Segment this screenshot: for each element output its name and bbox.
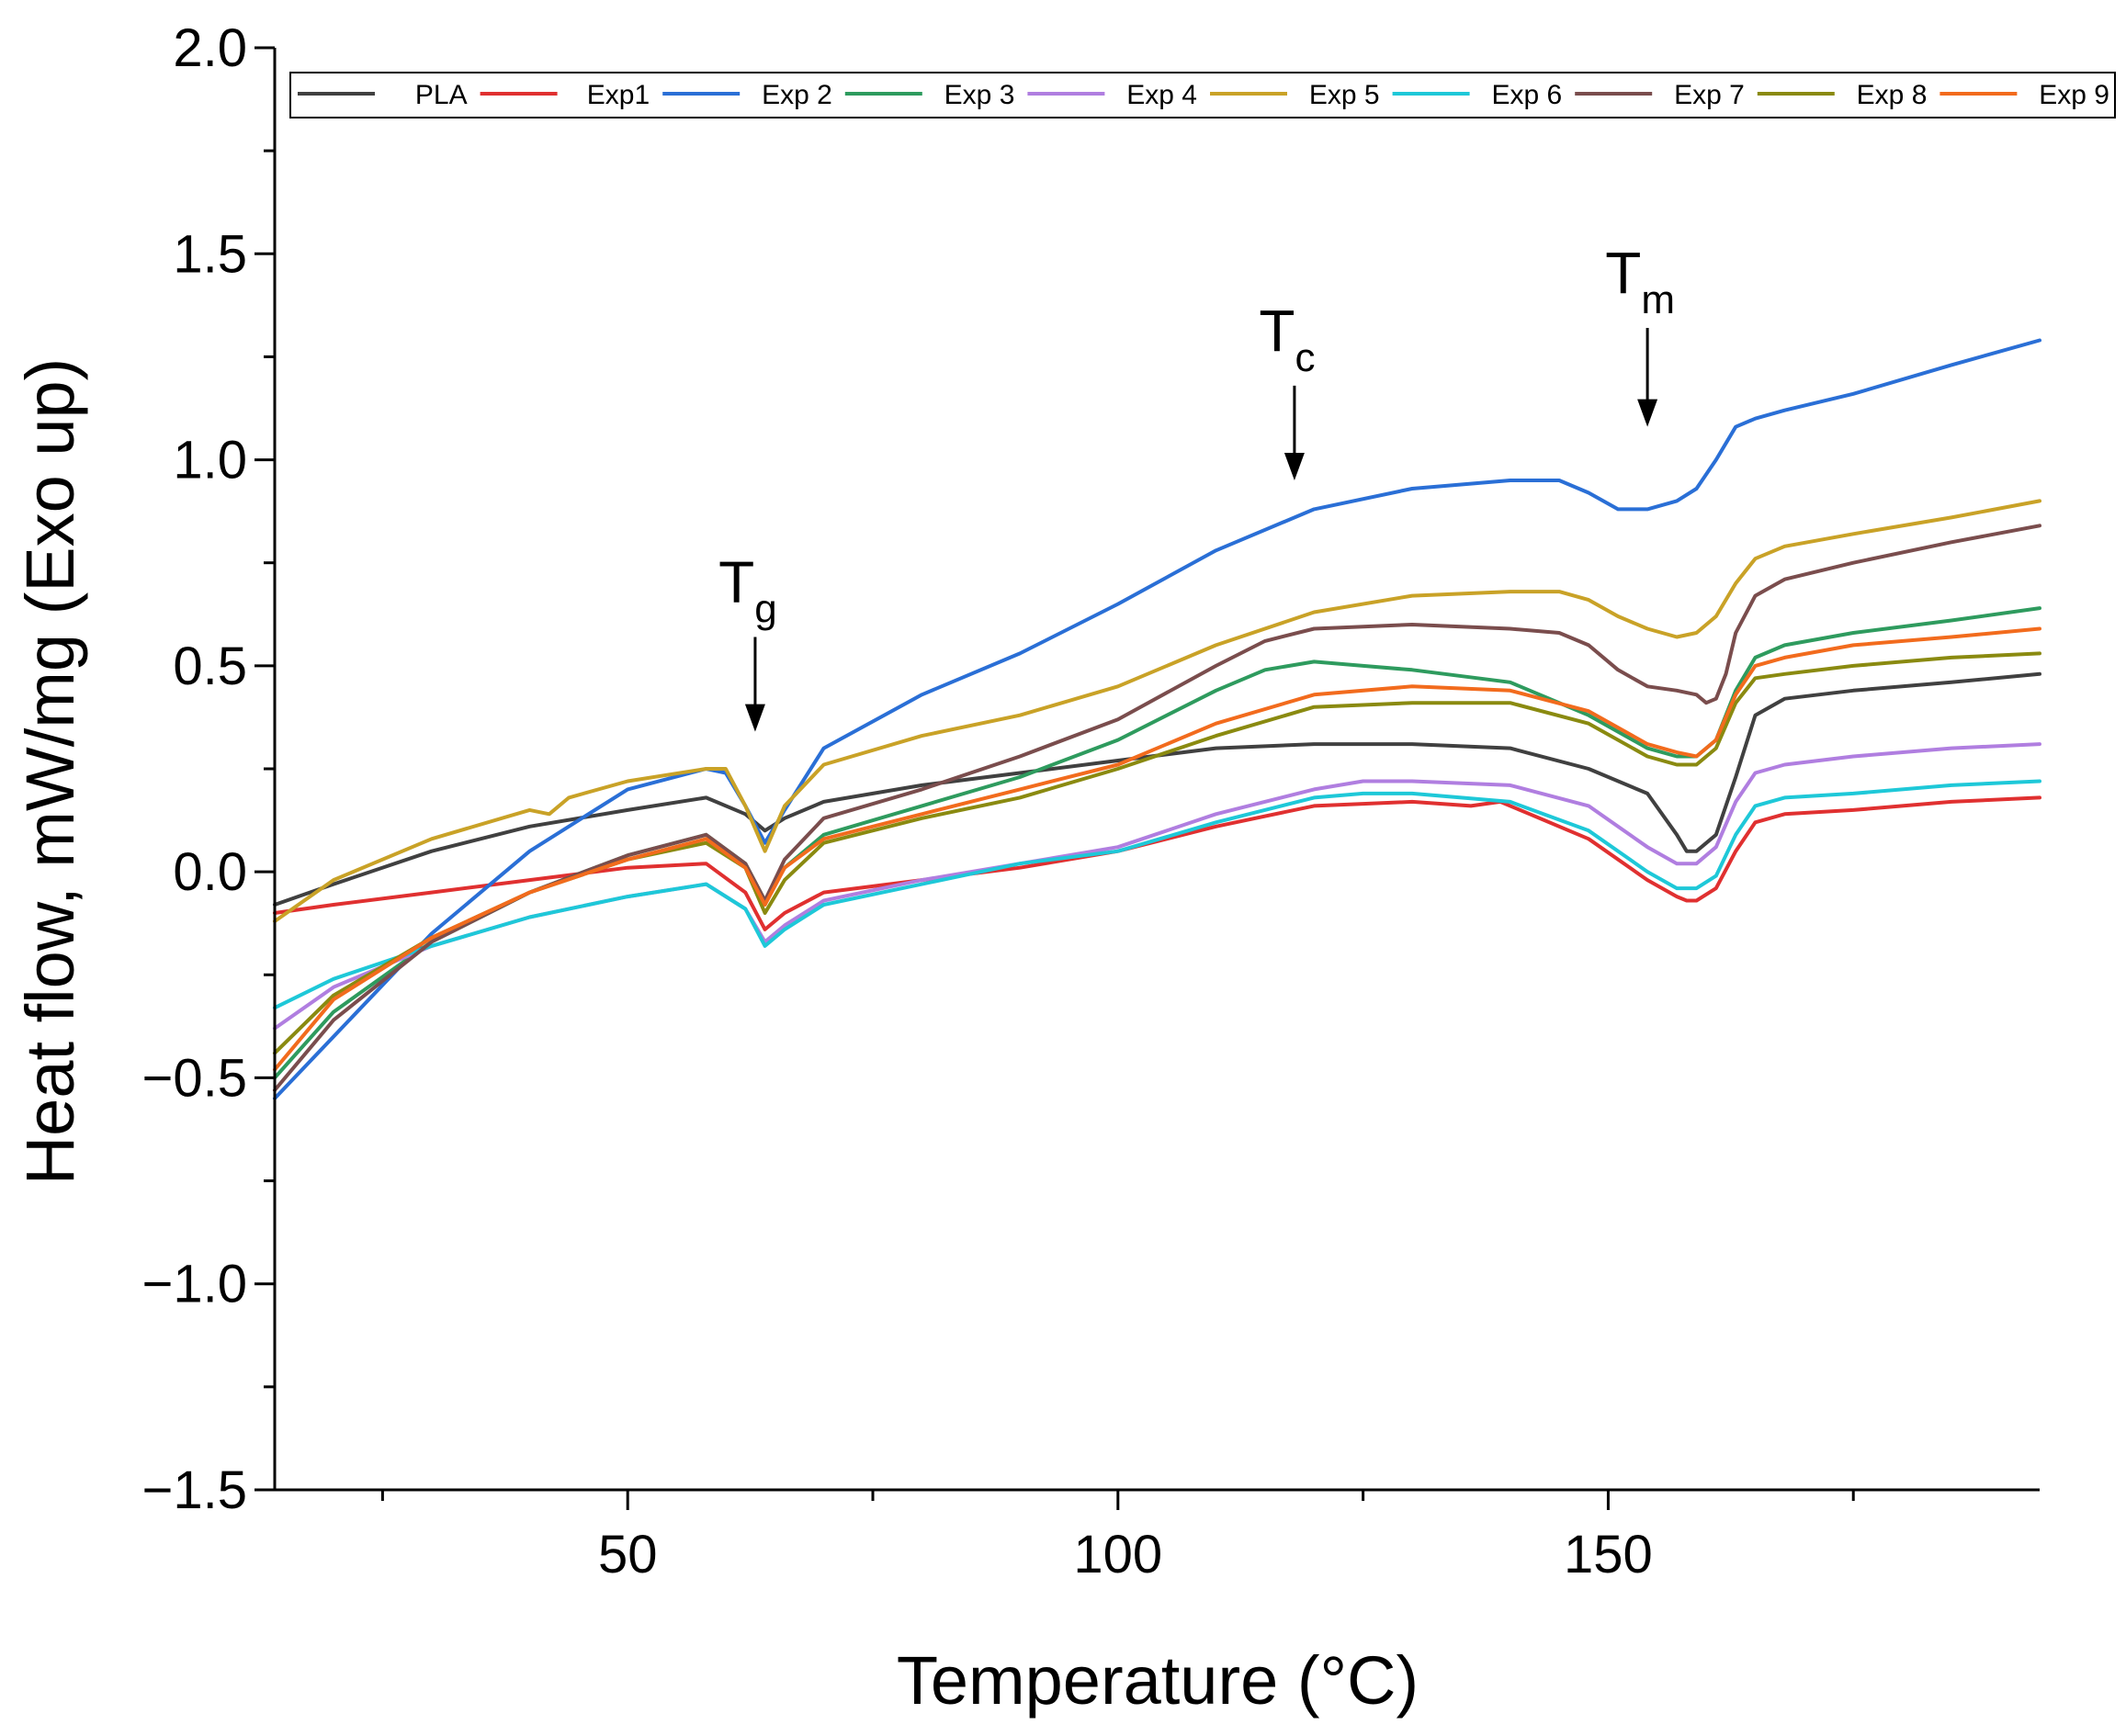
annotation-arrow-head xyxy=(744,704,765,732)
series-line-exp-7 xyxy=(273,524,2041,1092)
legend-frame xyxy=(289,72,2116,118)
legend-label: Exp 4 xyxy=(1126,80,1197,110)
series-line-exp-5 xyxy=(273,499,2041,923)
legend-label: Exp 3 xyxy=(944,80,1015,110)
legend-label: Exp 2 xyxy=(762,80,832,110)
y-tick-label: 0.0 xyxy=(173,842,247,902)
legend-label: PLA xyxy=(415,80,468,110)
series-line-exp-9 xyxy=(273,626,2041,1072)
annotation-arrow-head xyxy=(1637,399,1658,427)
y-tick-label: 1.0 xyxy=(173,431,247,490)
x-tick-label: 100 xyxy=(1073,1525,1162,1584)
x-axis-title: Temperature (°C) xyxy=(897,1642,1419,1719)
legend-label: Exp 6 xyxy=(1491,80,1562,110)
annotations: Tg Tc Tm xyxy=(718,240,1675,732)
legend: PLA Exp1 Exp 2 Exp 3 Exp 4 Exp 5 Exp 6 Exp 7 Exp… xyxy=(289,72,2116,118)
y-tick-label: −1.0 xyxy=(142,1255,248,1314)
y-axis-ticks: 2.0 1.5 1.0 0.5 0.0 −0.5 −1.0 −1.5 xyxy=(142,18,275,1520)
legend-label: Exp1 xyxy=(587,80,650,110)
y-tick-label: 1.5 xyxy=(173,224,247,284)
series-line-exp-6 xyxy=(273,779,2041,1010)
legend-label: Exp 8 xyxy=(1857,80,1928,110)
legend-label: Exp 9 xyxy=(2039,80,2109,110)
series-line-pla xyxy=(273,671,2041,907)
series-layer xyxy=(273,338,2041,1100)
y-axis-title: Heat flow, mW/mg (Exo up) xyxy=(12,358,88,1186)
legend-label: Exp 7 xyxy=(1674,80,1745,110)
y-tick-label: 0.5 xyxy=(173,637,247,696)
annotation-arrow-head xyxy=(1284,453,1305,480)
series-line-exp1 xyxy=(273,795,2041,931)
annotation-label: Tm xyxy=(1605,240,1675,322)
y-tick-label: −1.5 xyxy=(142,1460,248,1520)
y-tick-label: −0.5 xyxy=(142,1048,248,1108)
annotation-label: Tc xyxy=(1259,298,1315,380)
annotation-label: Tg xyxy=(718,548,777,631)
x-axis-ticks: 50 100 150 xyxy=(380,1490,1855,1584)
legend-label: Exp 5 xyxy=(1309,80,1380,110)
x-tick-label: 50 xyxy=(598,1525,658,1584)
y-tick-label: 2.0 xyxy=(173,18,247,78)
x-tick-label: 150 xyxy=(1564,1525,1653,1584)
series-line-exp-8 xyxy=(273,651,2041,1055)
